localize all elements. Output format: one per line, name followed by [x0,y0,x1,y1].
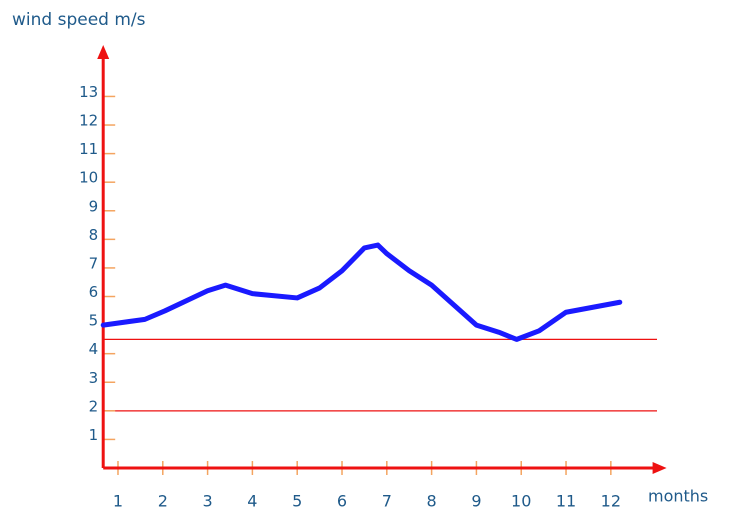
y-tick-label: 6 [89,283,99,301]
y-tick-label: 12 [79,112,98,130]
y-tick-label: 2 [89,397,99,415]
y-tick-label: 13 [79,83,98,101]
y-tick-label: 11 [79,140,98,158]
y-tick-label: 10 [79,169,98,187]
x-tick-label: 9 [471,492,481,511]
x-tick-label: 10 [511,492,531,511]
x-axis-label: months [648,487,708,506]
y-tick-label: 8 [89,226,99,244]
x-tick-label: 11 [556,492,576,511]
line-series [100,242,623,342]
x-tick-label: 8 [427,492,437,511]
x-tick-label: 4 [247,492,257,511]
x-tick-label: 6 [337,492,347,511]
x-tick-label: 5 [292,492,302,511]
y-axis-arrow [97,45,110,59]
y-tick-label: 7 [89,254,99,272]
x-tick-label: 12 [601,492,621,511]
y-tick-label: 9 [89,197,99,215]
x-tick-label: 2 [158,492,168,511]
x-tick-label: 7 [382,492,392,511]
y-axis-label: wind speed m/s [12,10,146,30]
y-tick-label: 4 [89,340,99,358]
x-axis-arrow [652,462,667,474]
y-tick-label: 1 [89,426,99,444]
y-tick-label: 3 [89,369,99,387]
y-tick-label: 5 [89,312,99,330]
x-tick-label: 1 [113,492,123,511]
x-tick-label: 3 [203,492,213,511]
